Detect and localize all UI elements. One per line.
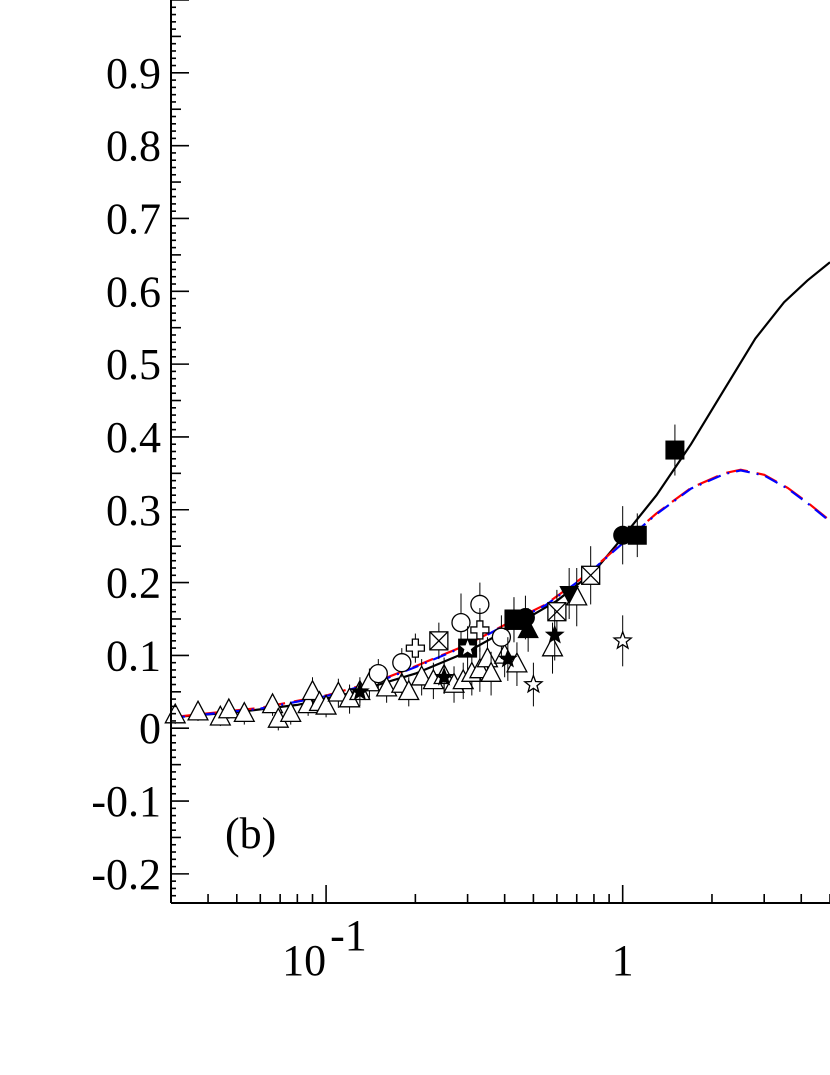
- data-point-triangle-down-filled: [559, 568, 579, 619]
- data-point-triangle-open: [468, 648, 491, 692]
- data-point-triangle-open: [279, 701, 302, 725]
- x-tick-label: 1: [612, 936, 634, 985]
- y-tick-label: -0.2: [91, 850, 161, 899]
- axes: [170, 0, 830, 904]
- y-tick-label: 0.7: [106, 194, 161, 243]
- data-point-box-x: [581, 546, 601, 605]
- data-point-star-filled: [434, 662, 455, 692]
- data-point-triangle-open: [315, 693, 338, 718]
- data-point-box-x: [429, 622, 449, 660]
- model-curves: [170, 261, 830, 720]
- y-tick-label: 0.6: [106, 267, 161, 316]
- data-point-triangle-open: [261, 692, 284, 716]
- data-point-triangle-filled: [517, 608, 539, 652]
- y-tick-label: 0.5: [106, 340, 161, 389]
- data-points: [164, 424, 685, 731]
- y-tick-labels: -0.2 -0.1 0 0.1 0.2 0.3 0.4 0.5 0.6 0.7 0.8 0.9: [91, 49, 161, 899]
- data-point-circle-open: [392, 648, 412, 678]
- data-point-triangle-open: [233, 701, 256, 725]
- curve-solid: [170, 261, 830, 719]
- y-tick-label: 0.9: [106, 49, 161, 98]
- data-point-triangle-open: [397, 677, 420, 707]
- data-point-triangle-open: [410, 659, 433, 696]
- data-point-circle-filled: [613, 506, 633, 565]
- y-tick-label: 0.4: [106, 413, 161, 462]
- data-point-star-filled: [544, 609, 565, 661]
- y-tick-label: 0: [139, 704, 161, 753]
- panel-label: (b): [225, 809, 276, 858]
- data-point-circle-open: [368, 659, 388, 689]
- data-point-box-x: [547, 589, 567, 634]
- data-point-star-open: [612, 615, 633, 667]
- data-point-star-filled: [497, 637, 518, 681]
- data-point-cross-open: [470, 608, 490, 652]
- data-point-cross-open: [405, 633, 426, 663]
- data-point-circle-open: [491, 615, 512, 660]
- y-tick-label: 0.8: [106, 122, 161, 171]
- data-point-triangle-open: [217, 697, 240, 719]
- data-point-triangle-open: [480, 651, 503, 696]
- x-tick-label-exponent: -1: [330, 911, 367, 960]
- data-point-box-star: [458, 626, 478, 670]
- data-point-star-filled: [349, 680, 370, 703]
- y-tick-label: 0.1: [106, 631, 161, 680]
- y-tick-label: 0.2: [106, 559, 161, 608]
- x-tick-labels: 10-1 1: [282, 911, 634, 985]
- data-point-circle-open: [470, 582, 490, 627]
- axis-ticks: [170, 0, 830, 904]
- data-point-triangle-open: [187, 699, 209, 721]
- y-tick-label: -0.1: [91, 777, 161, 826]
- x-tick-label: 10: [282, 936, 326, 985]
- data-point-square-filled: [665, 424, 685, 476]
- y-tick-label: 0.3: [106, 486, 161, 535]
- data-point-star-open: [523, 662, 544, 707]
- data-point-triangle-open: [541, 622, 564, 674]
- data-point-triangle-open: [327, 678, 350, 708]
